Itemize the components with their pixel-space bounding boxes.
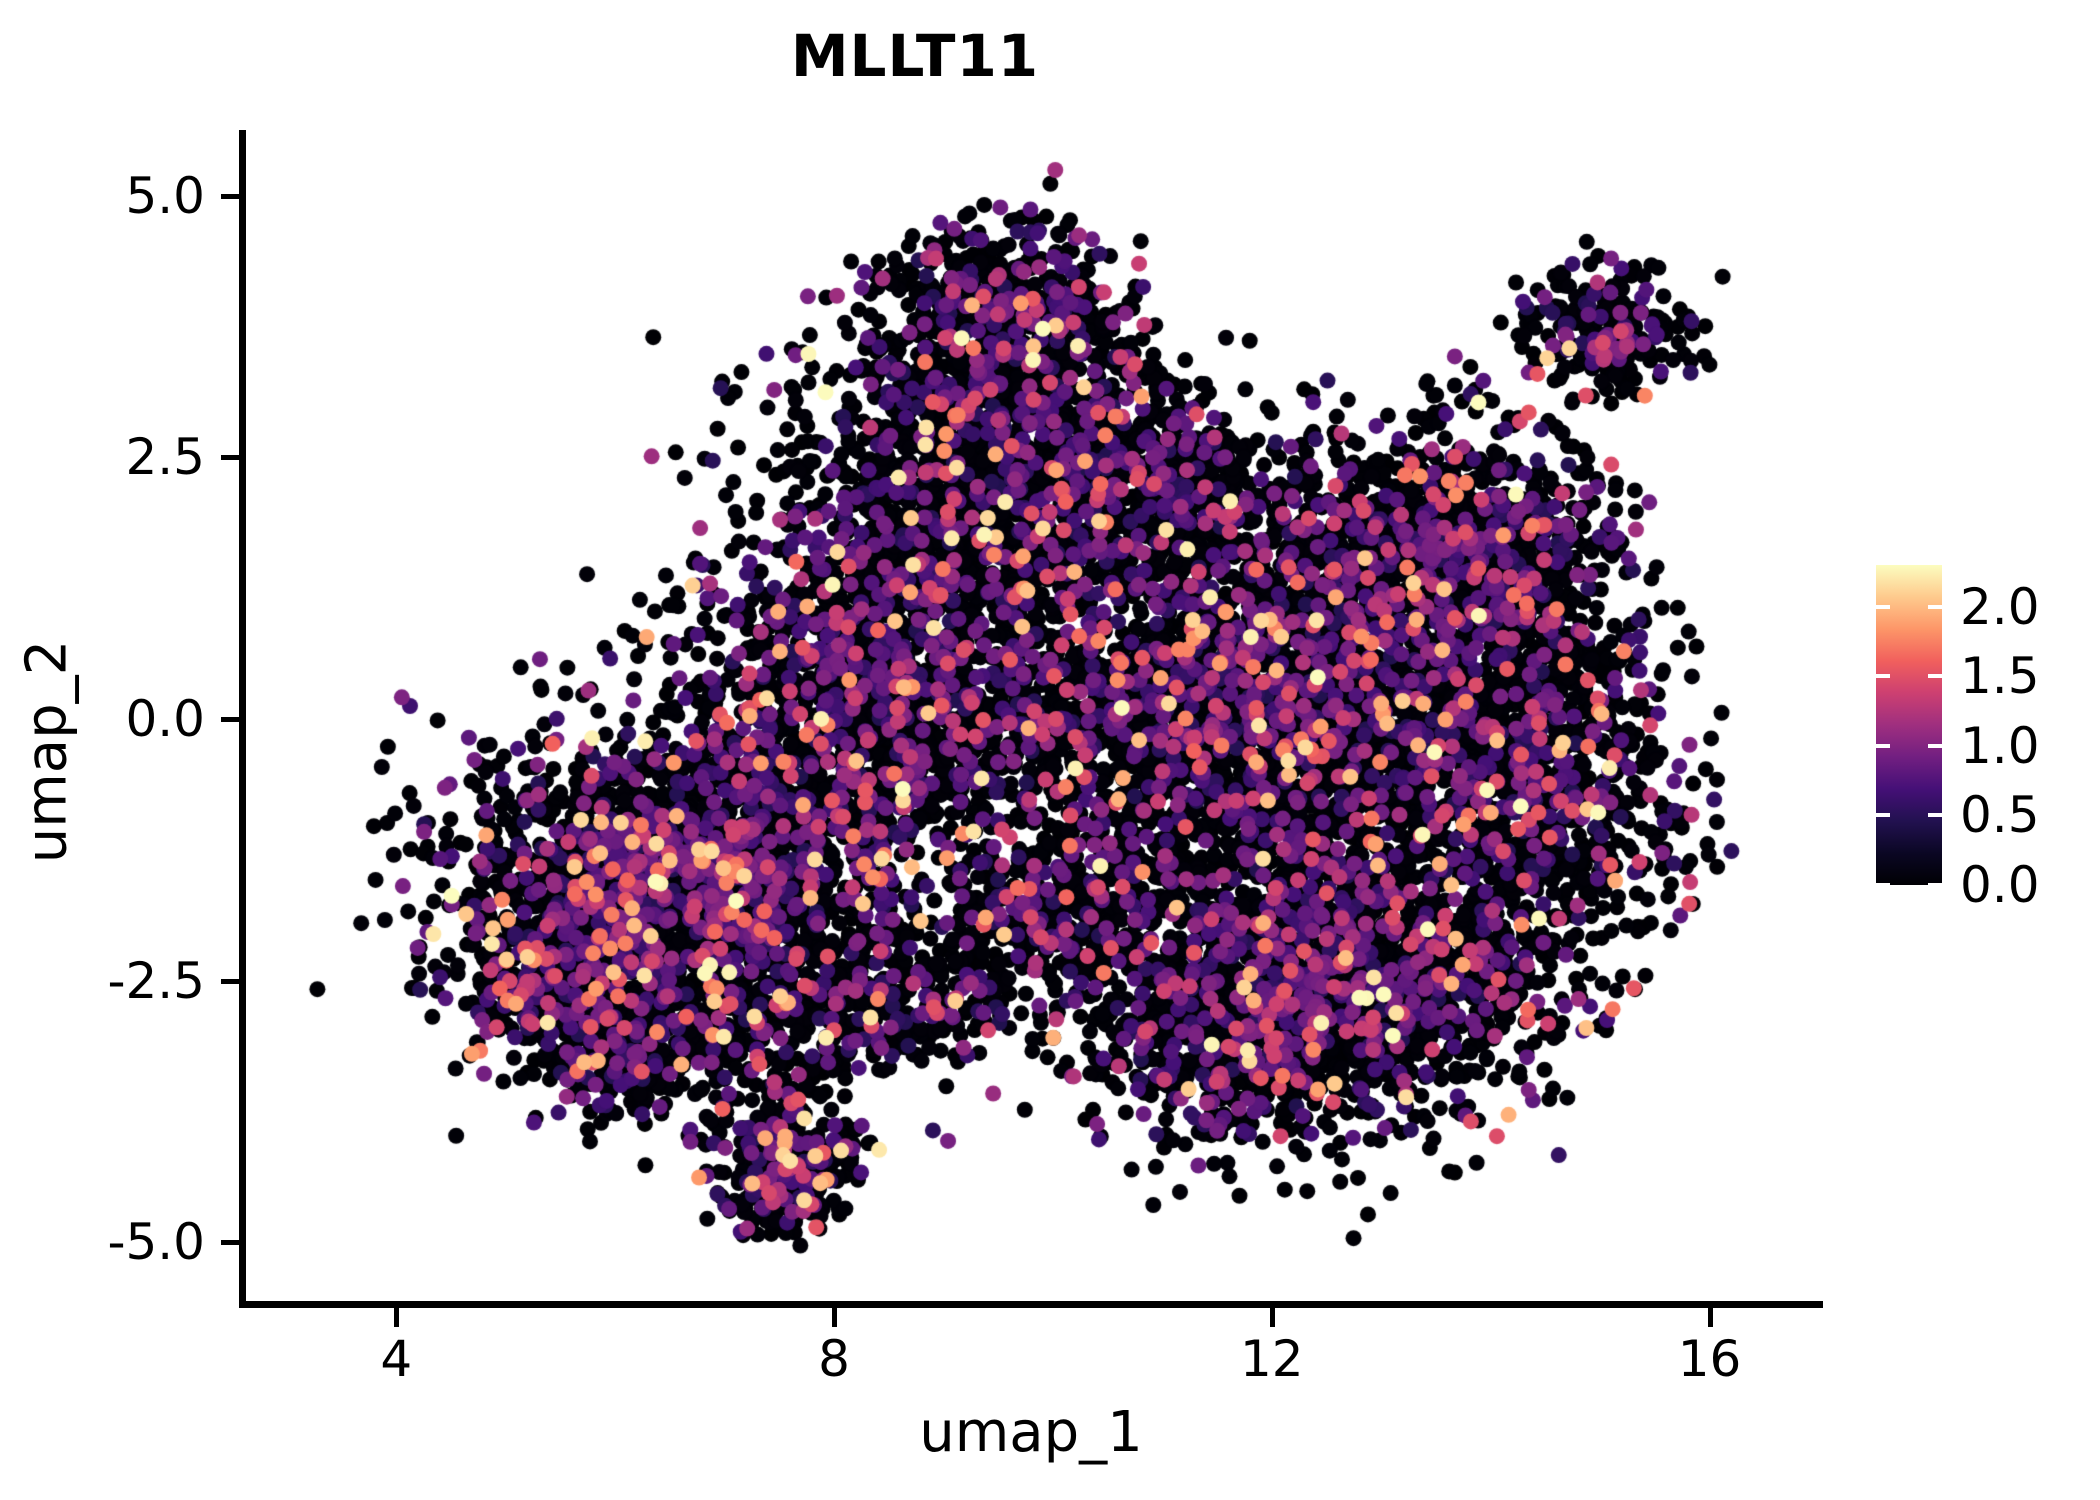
colorbar-tick-label: 0.5: [1960, 786, 2040, 845]
x-tick-mark: [1707, 1308, 1713, 1327]
x-tick-mark: [1269, 1308, 1275, 1327]
y-tick-label: 0.0: [125, 690, 205, 748]
x-tick-label: 4: [380, 1330, 413, 1388]
x-tick-label: 12: [1239, 1330, 1304, 1388]
colorbar-tick-mark: [1876, 674, 1890, 679]
colorbar-tick-label: 1.5: [1960, 647, 2040, 706]
x-tick-mark: [832, 1308, 837, 1327]
colorbar-tick-mark: [1928, 604, 1942, 609]
x-axis-spine: [239, 1301, 1823, 1308]
page-title: MLLT11: [790, 22, 1040, 90]
x-tick-label: 16: [1677, 1330, 1742, 1388]
x-tick-label: 8: [818, 1330, 850, 1388]
colorbar-tick-mark: [1928, 674, 1942, 679]
colorbar: 2.0 1.5 1.0 0.5 0.0: [1876, 565, 2086, 914]
y-tick-label: 2.5: [125, 428, 205, 487]
y-tick-mark: [221, 1240, 239, 1246]
y-tick-label: -2.5: [107, 951, 205, 1010]
y-axis-spine: [239, 130, 246, 1308]
y-tick-mark: [221, 717, 239, 722]
y-tick-mark: [221, 193, 239, 199]
colorbar-tick-label: 1.0: [1960, 716, 2040, 775]
x-axis-label: umap_1: [919, 1400, 1143, 1465]
scatter-plot-area: [243, 133, 1819, 1305]
x-tick-mark: [394, 1308, 400, 1327]
colorbar-gradient: [1876, 565, 1942, 885]
y-axis-label: umap_2: [14, 639, 80, 864]
colorbar-tick-mark: [1876, 604, 1890, 609]
colorbar-tick-mark: [1876, 813, 1890, 818]
y-tick-mark: [221, 978, 239, 984]
colorbar-tick-mark: [1876, 883, 1890, 887]
colorbar-tick-mark: [1876, 743, 1890, 748]
scatter-points-layer: [243, 133, 1819, 1305]
y-tick-label: -5.0: [107, 1213, 205, 1272]
y-tick-mark: [221, 455, 239, 461]
colorbar-tick-label: 0.0: [1960, 856, 2040, 914]
y-tick-label: 5.0: [125, 166, 205, 225]
colorbar-tick-mark: [1928, 743, 1942, 748]
colorbar-tick-mark: [1928, 813, 1942, 818]
colorbar-tick-label: 2.0: [1960, 577, 2040, 636]
colorbar-tick-mark: [1928, 883, 1942, 887]
